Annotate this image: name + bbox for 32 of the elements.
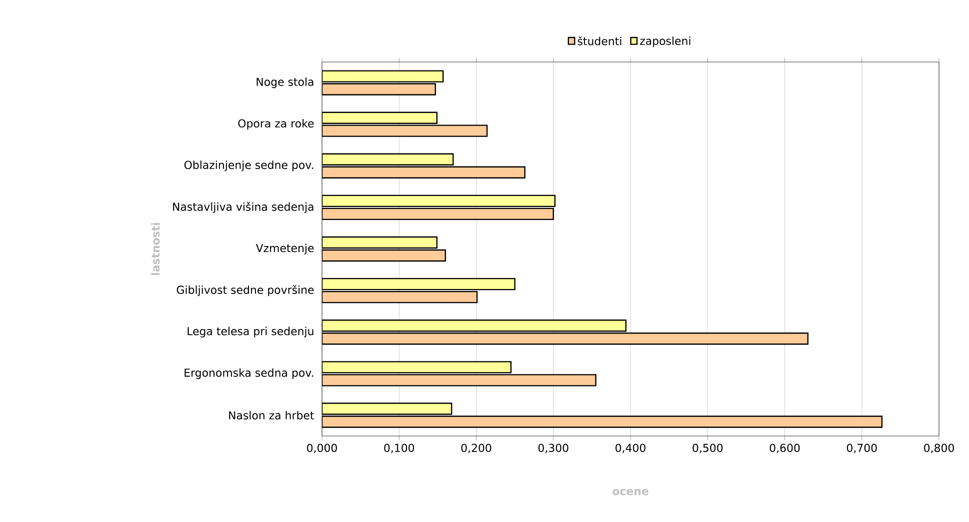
y-axis-title: lastnosti xyxy=(151,223,160,275)
bar xyxy=(322,208,554,220)
y-tick-label: Noge stola xyxy=(256,77,314,88)
bar xyxy=(322,278,516,290)
x-tick-label: 0,200 xyxy=(461,444,492,454)
x-axis-title: ocene xyxy=(612,488,648,496)
bar xyxy=(322,194,556,208)
bar xyxy=(322,166,526,178)
x-tick-label: 0,400 xyxy=(616,444,646,454)
x-tick-label: 0,100 xyxy=(384,444,414,454)
y-tick-label: Opora za roke xyxy=(238,119,314,130)
bar xyxy=(322,332,808,345)
y-tick-label: Nastavljiva višina sedenja xyxy=(173,202,314,213)
x-tick-label: 0,600 xyxy=(770,444,800,454)
bar xyxy=(322,320,626,332)
bar xyxy=(322,290,478,304)
bar xyxy=(322,153,454,166)
y-tick-label: Ergonomska sedna pov. xyxy=(184,368,314,379)
y-tick-label: Oblazinjenje sedne pov. xyxy=(184,160,314,172)
x-tick-label: 0,500 xyxy=(692,444,723,454)
y-tick-label: Lega telesa pri sedenju xyxy=(188,326,314,338)
legend-label: študenti xyxy=(578,36,622,46)
bar xyxy=(322,249,446,262)
legend-label: zaposleni xyxy=(640,36,690,48)
y-tick-label: Vzmetenje xyxy=(256,244,314,254)
x-tick-label: 0,800 xyxy=(924,444,954,454)
x-tick-label: 0,000 xyxy=(307,444,337,454)
x-tick-label: 0,300 xyxy=(538,444,568,454)
y-tick-label: Gibljivost sedne površine xyxy=(176,285,314,296)
bar xyxy=(322,236,438,249)
x-tick-label: 0,700 xyxy=(846,444,877,454)
y-tick-label: Naslon za hrbet xyxy=(229,410,314,420)
